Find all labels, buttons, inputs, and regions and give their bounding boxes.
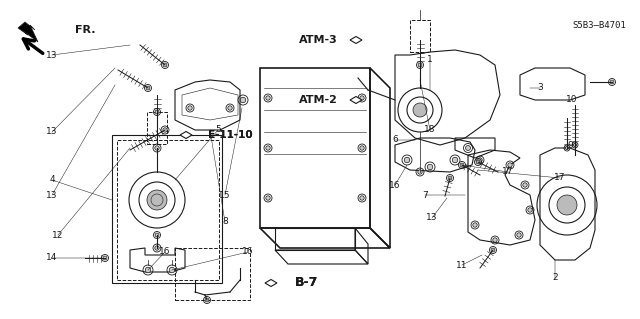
Circle shape — [163, 63, 167, 67]
Bar — [260, 68, 370, 228]
Text: B-7: B-7 — [295, 277, 318, 290]
Text: 1: 1 — [427, 56, 433, 64]
Circle shape — [573, 143, 577, 147]
Text: 17: 17 — [554, 174, 566, 182]
Bar — [117, 140, 219, 280]
Bar — [147, 112, 167, 144]
Text: ATM-3: ATM-3 — [300, 35, 338, 45]
Circle shape — [428, 164, 433, 170]
Circle shape — [418, 63, 422, 67]
Text: 8: 8 — [222, 218, 228, 226]
Bar — [410, 20, 430, 52]
Text: 10: 10 — [566, 95, 578, 105]
Text: 16: 16 — [243, 248, 253, 256]
Text: 12: 12 — [52, 231, 64, 240]
Circle shape — [145, 267, 151, 273]
Circle shape — [240, 97, 246, 103]
Circle shape — [491, 248, 495, 252]
Text: 16: 16 — [159, 248, 171, 256]
Text: 9: 9 — [567, 140, 573, 150]
Circle shape — [360, 96, 364, 100]
Bar — [275, 228, 355, 250]
Text: 17: 17 — [502, 167, 514, 176]
Circle shape — [146, 86, 150, 90]
Circle shape — [205, 298, 209, 302]
Text: 13: 13 — [426, 213, 438, 222]
Circle shape — [155, 233, 159, 237]
Circle shape — [478, 158, 482, 162]
Text: 3: 3 — [537, 84, 543, 93]
Text: 18: 18 — [424, 125, 436, 135]
Circle shape — [508, 163, 512, 167]
Polygon shape — [180, 131, 192, 138]
Text: 16: 16 — [389, 181, 401, 189]
Circle shape — [465, 145, 470, 151]
Circle shape — [517, 233, 521, 237]
Text: E-11-10: E-11-10 — [208, 130, 253, 140]
Circle shape — [147, 190, 167, 210]
Text: 13: 13 — [46, 190, 58, 199]
Circle shape — [228, 106, 232, 110]
Circle shape — [266, 146, 270, 150]
Circle shape — [155, 110, 159, 114]
Text: ATM-2: ATM-2 — [299, 95, 338, 105]
Text: 2: 2 — [552, 273, 558, 283]
Polygon shape — [350, 97, 362, 103]
Circle shape — [557, 195, 577, 215]
Bar — [112, 135, 222, 283]
Polygon shape — [265, 279, 277, 286]
Text: 5: 5 — [215, 125, 221, 135]
Text: 4: 4 — [49, 175, 55, 184]
Circle shape — [610, 80, 614, 84]
Bar — [175, 248, 250, 300]
Circle shape — [448, 176, 452, 180]
Polygon shape — [350, 36, 362, 43]
Polygon shape — [18, 22, 38, 42]
Circle shape — [418, 170, 422, 174]
Text: 15: 15 — [220, 190, 231, 199]
Text: B-7: B-7 — [295, 277, 318, 290]
Text: 14: 14 — [46, 254, 58, 263]
Circle shape — [476, 160, 480, 164]
Circle shape — [565, 146, 569, 150]
Circle shape — [493, 238, 497, 242]
Circle shape — [404, 157, 410, 163]
Circle shape — [413, 103, 427, 117]
Circle shape — [528, 208, 532, 212]
Circle shape — [360, 196, 364, 200]
Circle shape — [452, 157, 458, 163]
Circle shape — [266, 96, 270, 100]
Circle shape — [155, 146, 159, 150]
Text: 11: 11 — [456, 261, 468, 270]
Text: 13: 13 — [46, 128, 58, 137]
Circle shape — [103, 256, 107, 260]
Circle shape — [523, 183, 527, 187]
Circle shape — [155, 246, 159, 250]
Text: E-11-10: E-11-10 — [208, 130, 253, 140]
Circle shape — [163, 128, 167, 132]
Circle shape — [169, 267, 175, 273]
Circle shape — [188, 106, 192, 110]
Circle shape — [460, 163, 464, 167]
Text: 7: 7 — [422, 190, 428, 199]
Circle shape — [473, 223, 477, 227]
Text: 13: 13 — [46, 50, 58, 60]
Circle shape — [266, 196, 270, 200]
Text: FR.: FR. — [75, 25, 95, 35]
Text: 6: 6 — [392, 136, 398, 145]
Circle shape — [360, 146, 364, 150]
Text: S5B3–B4701: S5B3–B4701 — [572, 20, 626, 29]
